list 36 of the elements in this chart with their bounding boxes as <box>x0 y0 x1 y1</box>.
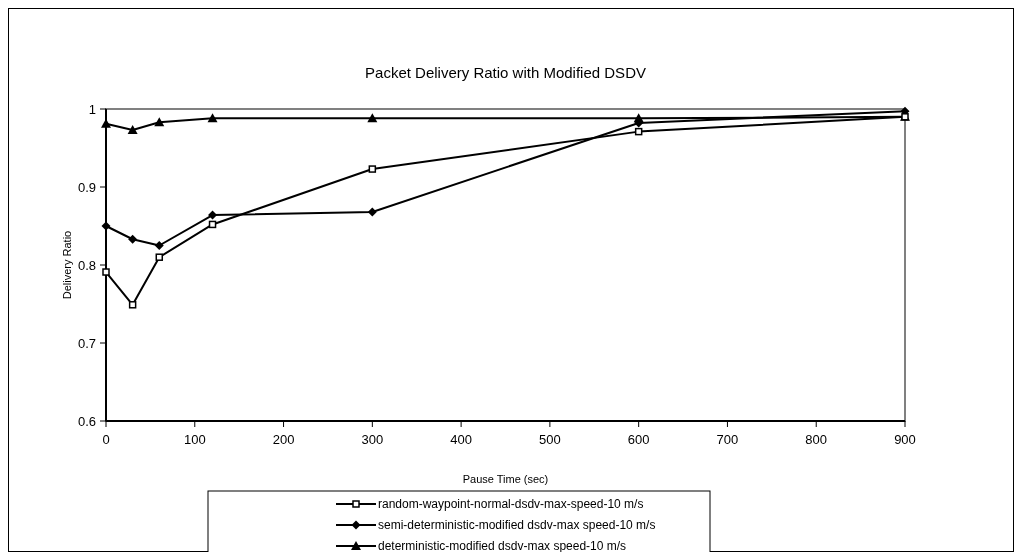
y-axis-title: Delivery Ratio <box>61 230 73 300</box>
x-tick-label: 600 <box>627 432 650 447</box>
point <box>634 127 643 136</box>
x-tick-label: 700 <box>716 432 739 447</box>
y-tick-label: 1 <box>88 102 96 117</box>
point <box>102 268 110 276</box>
point <box>154 117 165 127</box>
x-axis-title: Pause Time (sec) <box>462 473 549 485</box>
point <box>127 125 138 135</box>
point <box>367 113 378 123</box>
point <box>128 301 137 309</box>
x-tick-label: 400 <box>450 432 472 447</box>
x-tick-label: 200 <box>272 432 295 447</box>
y-tick-label: 0.9 <box>77 180 96 195</box>
x-tick-label: 0 <box>102 432 110 447</box>
point <box>367 207 377 217</box>
point <box>368 165 377 173</box>
y-tick-label: 0.7 <box>77 336 96 351</box>
point <box>128 234 138 244</box>
point <box>208 220 217 229</box>
point <box>101 221 111 231</box>
legend-label: semi-deterministic-modified dsdv-max speed-10 m/s <box>378 518 656 532</box>
legend-label: deterministic-modified dsdv-max speed-10 m/s <box>378 539 627 553</box>
point <box>208 210 218 220</box>
x-tick-label: 500 <box>539 432 561 447</box>
x-tick-label: 100 <box>183 432 206 447</box>
x-tick-label: 300 <box>361 432 384 447</box>
y-tick-label: 0.8 <box>77 258 96 273</box>
point <box>155 253 164 261</box>
point <box>154 241 164 250</box>
x-tick-label: 900 <box>894 432 916 447</box>
x-tick-label: 800 <box>805 432 828 447</box>
chart-title: Packet Delivery Ratio with Modified DSDV <box>365 64 646 81</box>
point <box>207 113 218 123</box>
legend-label: random-waypoint-normal-dsdv-max-speed-10 m/s <box>378 497 644 511</box>
y-tick-label: 0.6 <box>77 414 96 429</box>
